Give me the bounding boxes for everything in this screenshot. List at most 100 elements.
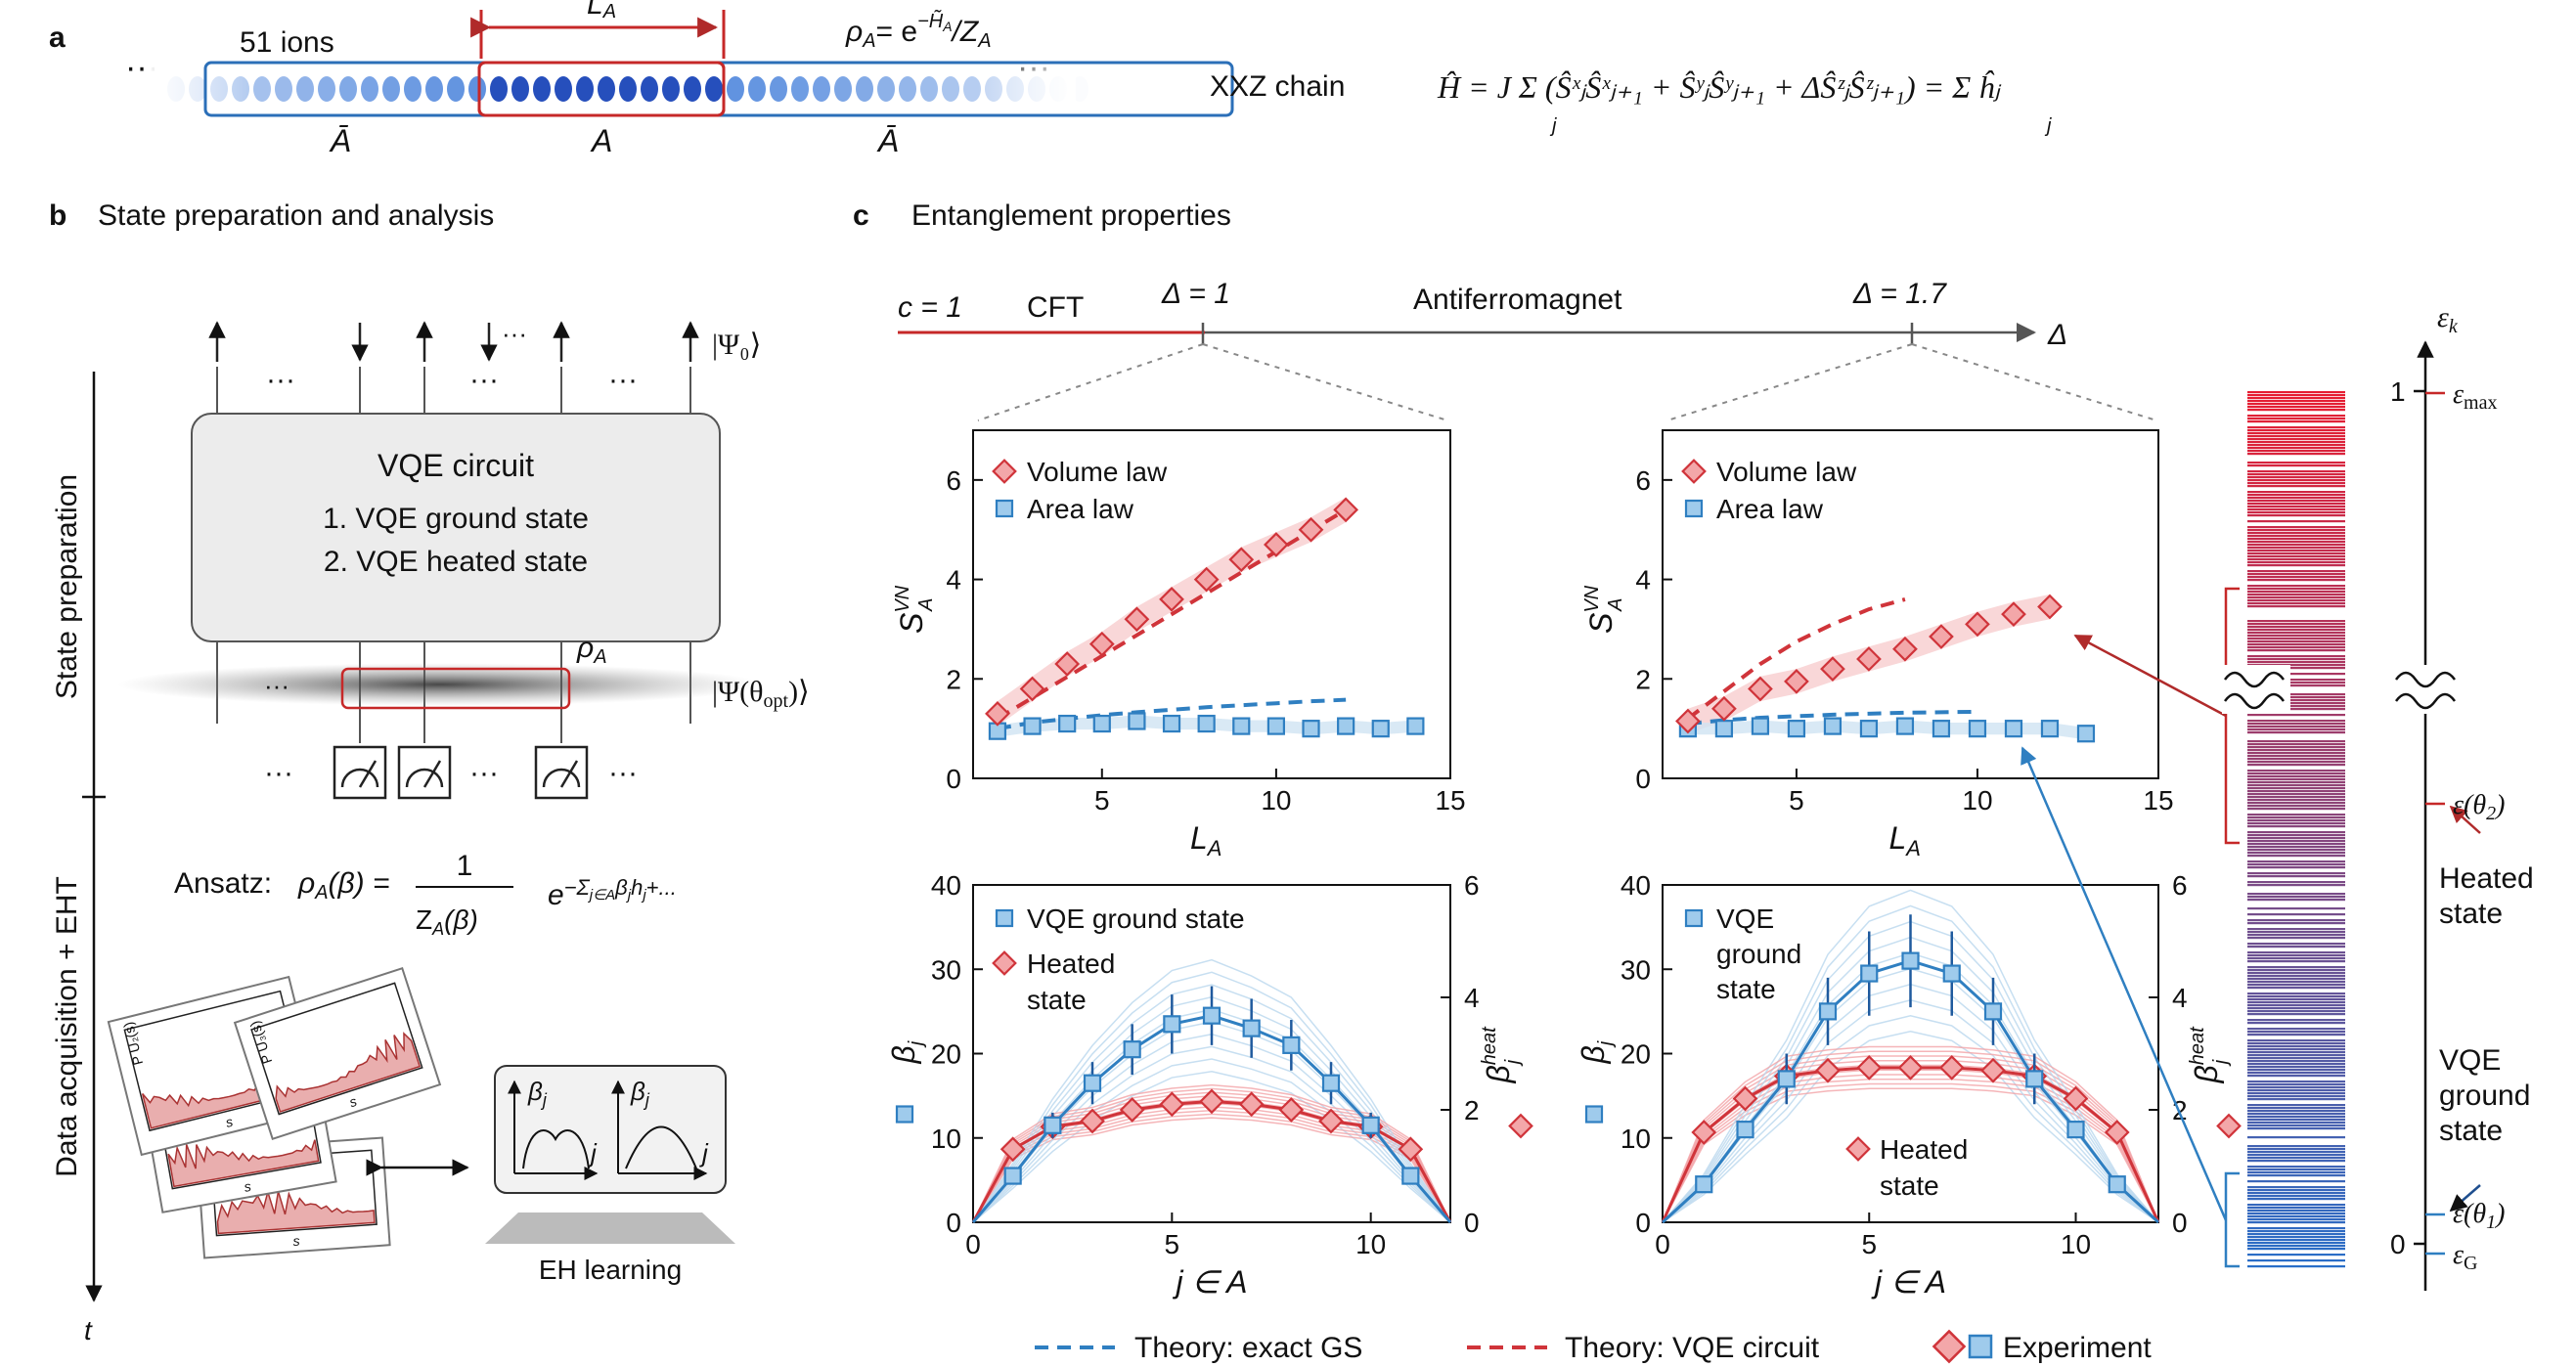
area-law-point: [1092, 714, 1111, 733]
volume-law-point: [1264, 532, 1289, 557]
energy-level: [2247, 1192, 2345, 1195]
heated-point: [1980, 1057, 2006, 1083]
y-right-marker: [2216, 1113, 2242, 1139]
ion-cloud: [117, 663, 763, 706]
energy-level: [2247, 391, 2345, 394]
theory-gs-line: [1687, 709, 1977, 727]
x-tick-label: 15: [1435, 785, 1465, 816]
area-law-point: [2040, 720, 2060, 738]
energy-level: [2247, 564, 2345, 567]
legend-ground-marker: [1684, 908, 1704, 928]
mini-beta-2: βj: [630, 1077, 650, 1110]
energy-level: [2247, 749, 2345, 752]
energy-level: [2247, 1060, 2345, 1063]
energy-level: [2247, 429, 2345, 432]
energy-level: [2247, 1007, 2345, 1010]
heated-point: [1398, 1136, 1424, 1163]
chart-1: 5 10 15 0 2 4 6 LA SVN A Volume law Area law: [892, 429, 1466, 860]
legend-volume-label: Volume law: [1716, 457, 1857, 487]
ion: [339, 76, 357, 102]
area-law-point: [2076, 725, 2096, 743]
energy-level: [2247, 784, 2345, 787]
x-tick-label: 5: [1861, 1229, 1877, 1259]
chart-3: 0 5 10 0 10 20 30 40 0 2 4 6 j ∈ A βj βheat j VQE ground…: [886, 870, 1533, 1300]
energy-level: [2247, 1189, 2345, 1192]
hist-s-label: s: [292, 1233, 300, 1249]
ion: [555, 76, 572, 102]
area-law-point: [1162, 714, 1181, 733]
x-tick-label: 5: [1094, 785, 1110, 816]
x-axis-label: j ∈ A: [1173, 1264, 1248, 1300]
ion: [468, 76, 486, 102]
energy-level: [2247, 649, 2345, 652]
heated-point: [1897, 1055, 1924, 1080]
energy-level: [2247, 1066, 2345, 1069]
annotation-heated-marker: [1845, 1136, 1871, 1162]
legend-heated-label-2: state: [1027, 985, 1087, 1015]
area-law-point: [1023, 717, 1042, 735]
volume-law-point: [1892, 636, 1918, 662]
ground-point: [2025, 1070, 2044, 1088]
energy-level: [2247, 1048, 2345, 1051]
energy-level: [2247, 1083, 2345, 1086]
chart-frame: [1662, 429, 2159, 779]
y-left-marker: [895, 1105, 914, 1124]
volume-law-point: [1820, 656, 1845, 682]
ion: [727, 76, 744, 102]
y-tick-label: 30: [931, 954, 961, 985]
energy-level: [2247, 726, 2345, 728]
energy-level: [2247, 714, 2345, 717]
ion-chain: [147, 59, 1076, 119]
ground-point: [1736, 1121, 1754, 1139]
energy-level: [2247, 640, 2345, 643]
vqe-title: VQE circuit: [378, 448, 534, 483]
energy-level: [2247, 602, 2345, 605]
energy-level: [2247, 500, 2345, 503]
y-tick-label: 10: [931, 1124, 961, 1154]
energy-level: [2247, 497, 2345, 500]
energy-level: [2247, 802, 2345, 805]
energy-level: [2247, 1245, 2345, 1248]
t-label: t: [84, 1315, 93, 1345]
energy-level: [2247, 667, 2345, 670]
ground-point: [2108, 1175, 2126, 1194]
ion: [511, 76, 529, 102]
energy-level: [2247, 491, 2345, 494]
legend-heated-label: Heated: [1027, 948, 1115, 979]
y-tick-label: 40: [1621, 870, 1651, 901]
legend-area-marker: [1684, 499, 1704, 518]
panel-b-title: State preparation and analysis: [98, 199, 494, 232]
energy-level: [2247, 655, 2345, 658]
ground-point: [1163, 1015, 1181, 1034]
energy-level: [2247, 731, 2345, 734]
ion: [684, 76, 701, 102]
ansatz-lhs: ρA(β) =: [297, 867, 390, 904]
ion: [705, 76, 723, 102]
energy-level: [2247, 473, 2345, 476]
ground-trace: [972, 958, 1451, 1223]
energy-level: [2247, 846, 2345, 849]
volume-law-point: [1019, 676, 1045, 702]
energy-level: [2247, 775, 2345, 778]
y-right-tick-label: 6: [2172, 870, 2188, 901]
energy-level: [2247, 1248, 2345, 1251]
energy-level: [2247, 866, 2345, 869]
vqe-item-ground: 1. VQE ground state: [323, 503, 589, 535]
heated-point: [1238, 1091, 1265, 1118]
energy-level: [2247, 420, 2345, 423]
x-axis-label: LA: [1889, 820, 1921, 860]
ground-trace: [972, 1045, 1451, 1223]
energy-level: [2247, 922, 2345, 925]
area-law-point: [1859, 720, 1879, 738]
energy-level: [2247, 1169, 2345, 1171]
legend-ground-marker: [995, 908, 1014, 928]
energy-level: [2247, 1004, 2345, 1007]
energy-level: [2247, 1019, 2345, 1022]
energy-level: [2247, 1124, 2345, 1127]
energy-level: [2247, 849, 2345, 852]
ground-point: [1242, 1019, 1261, 1037]
energy-level: [2247, 978, 2345, 981]
energy-level: [2247, 746, 2345, 749]
ion: [382, 76, 400, 102]
area-law-point: [1968, 720, 1987, 738]
